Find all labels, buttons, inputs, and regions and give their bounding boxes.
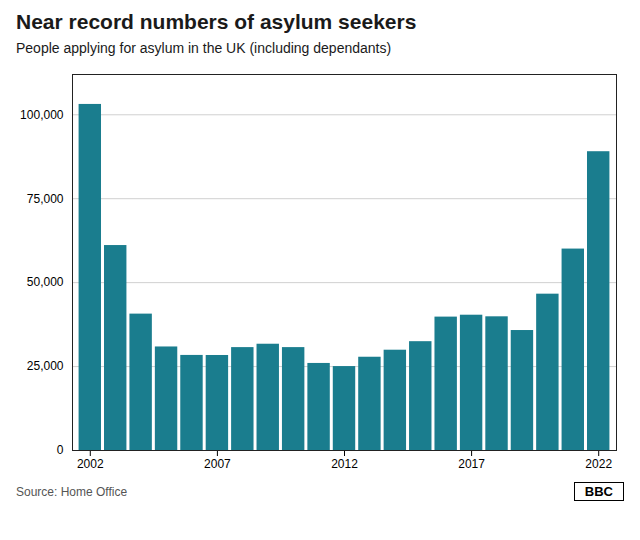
html-text:People applying for asylum in: People applying for asylum in the UK (in… — [16, 40, 392, 56]
svg-text:50,000: 50,000 — [27, 275, 64, 289]
svg-text:2022: 2022 — [585, 457, 612, 471]
svg-text:75,000: 75,000 — [27, 192, 64, 206]
svg-text:0: 0 — [57, 443, 64, 457]
svg-text:2002: 2002 — [77, 457, 104, 471]
svg-text:2017: 2017 — [458, 457, 485, 471]
svg-text:25,000: 25,000 — [27, 359, 64, 373]
html-text:Source: Home Office: Source: Home Office — [16, 484, 128, 499]
svg-text:2012: 2012 — [331, 457, 358, 471]
svg-text:2007: 2007 — [204, 457, 231, 471]
html-text:BBC: BBC — [584, 484, 613, 499]
svg-text:100,000: 100,000 — [20, 108, 64, 122]
html-text:Near record numbers of asylum: Near record numbers of asylum seekers — [16, 10, 417, 33]
